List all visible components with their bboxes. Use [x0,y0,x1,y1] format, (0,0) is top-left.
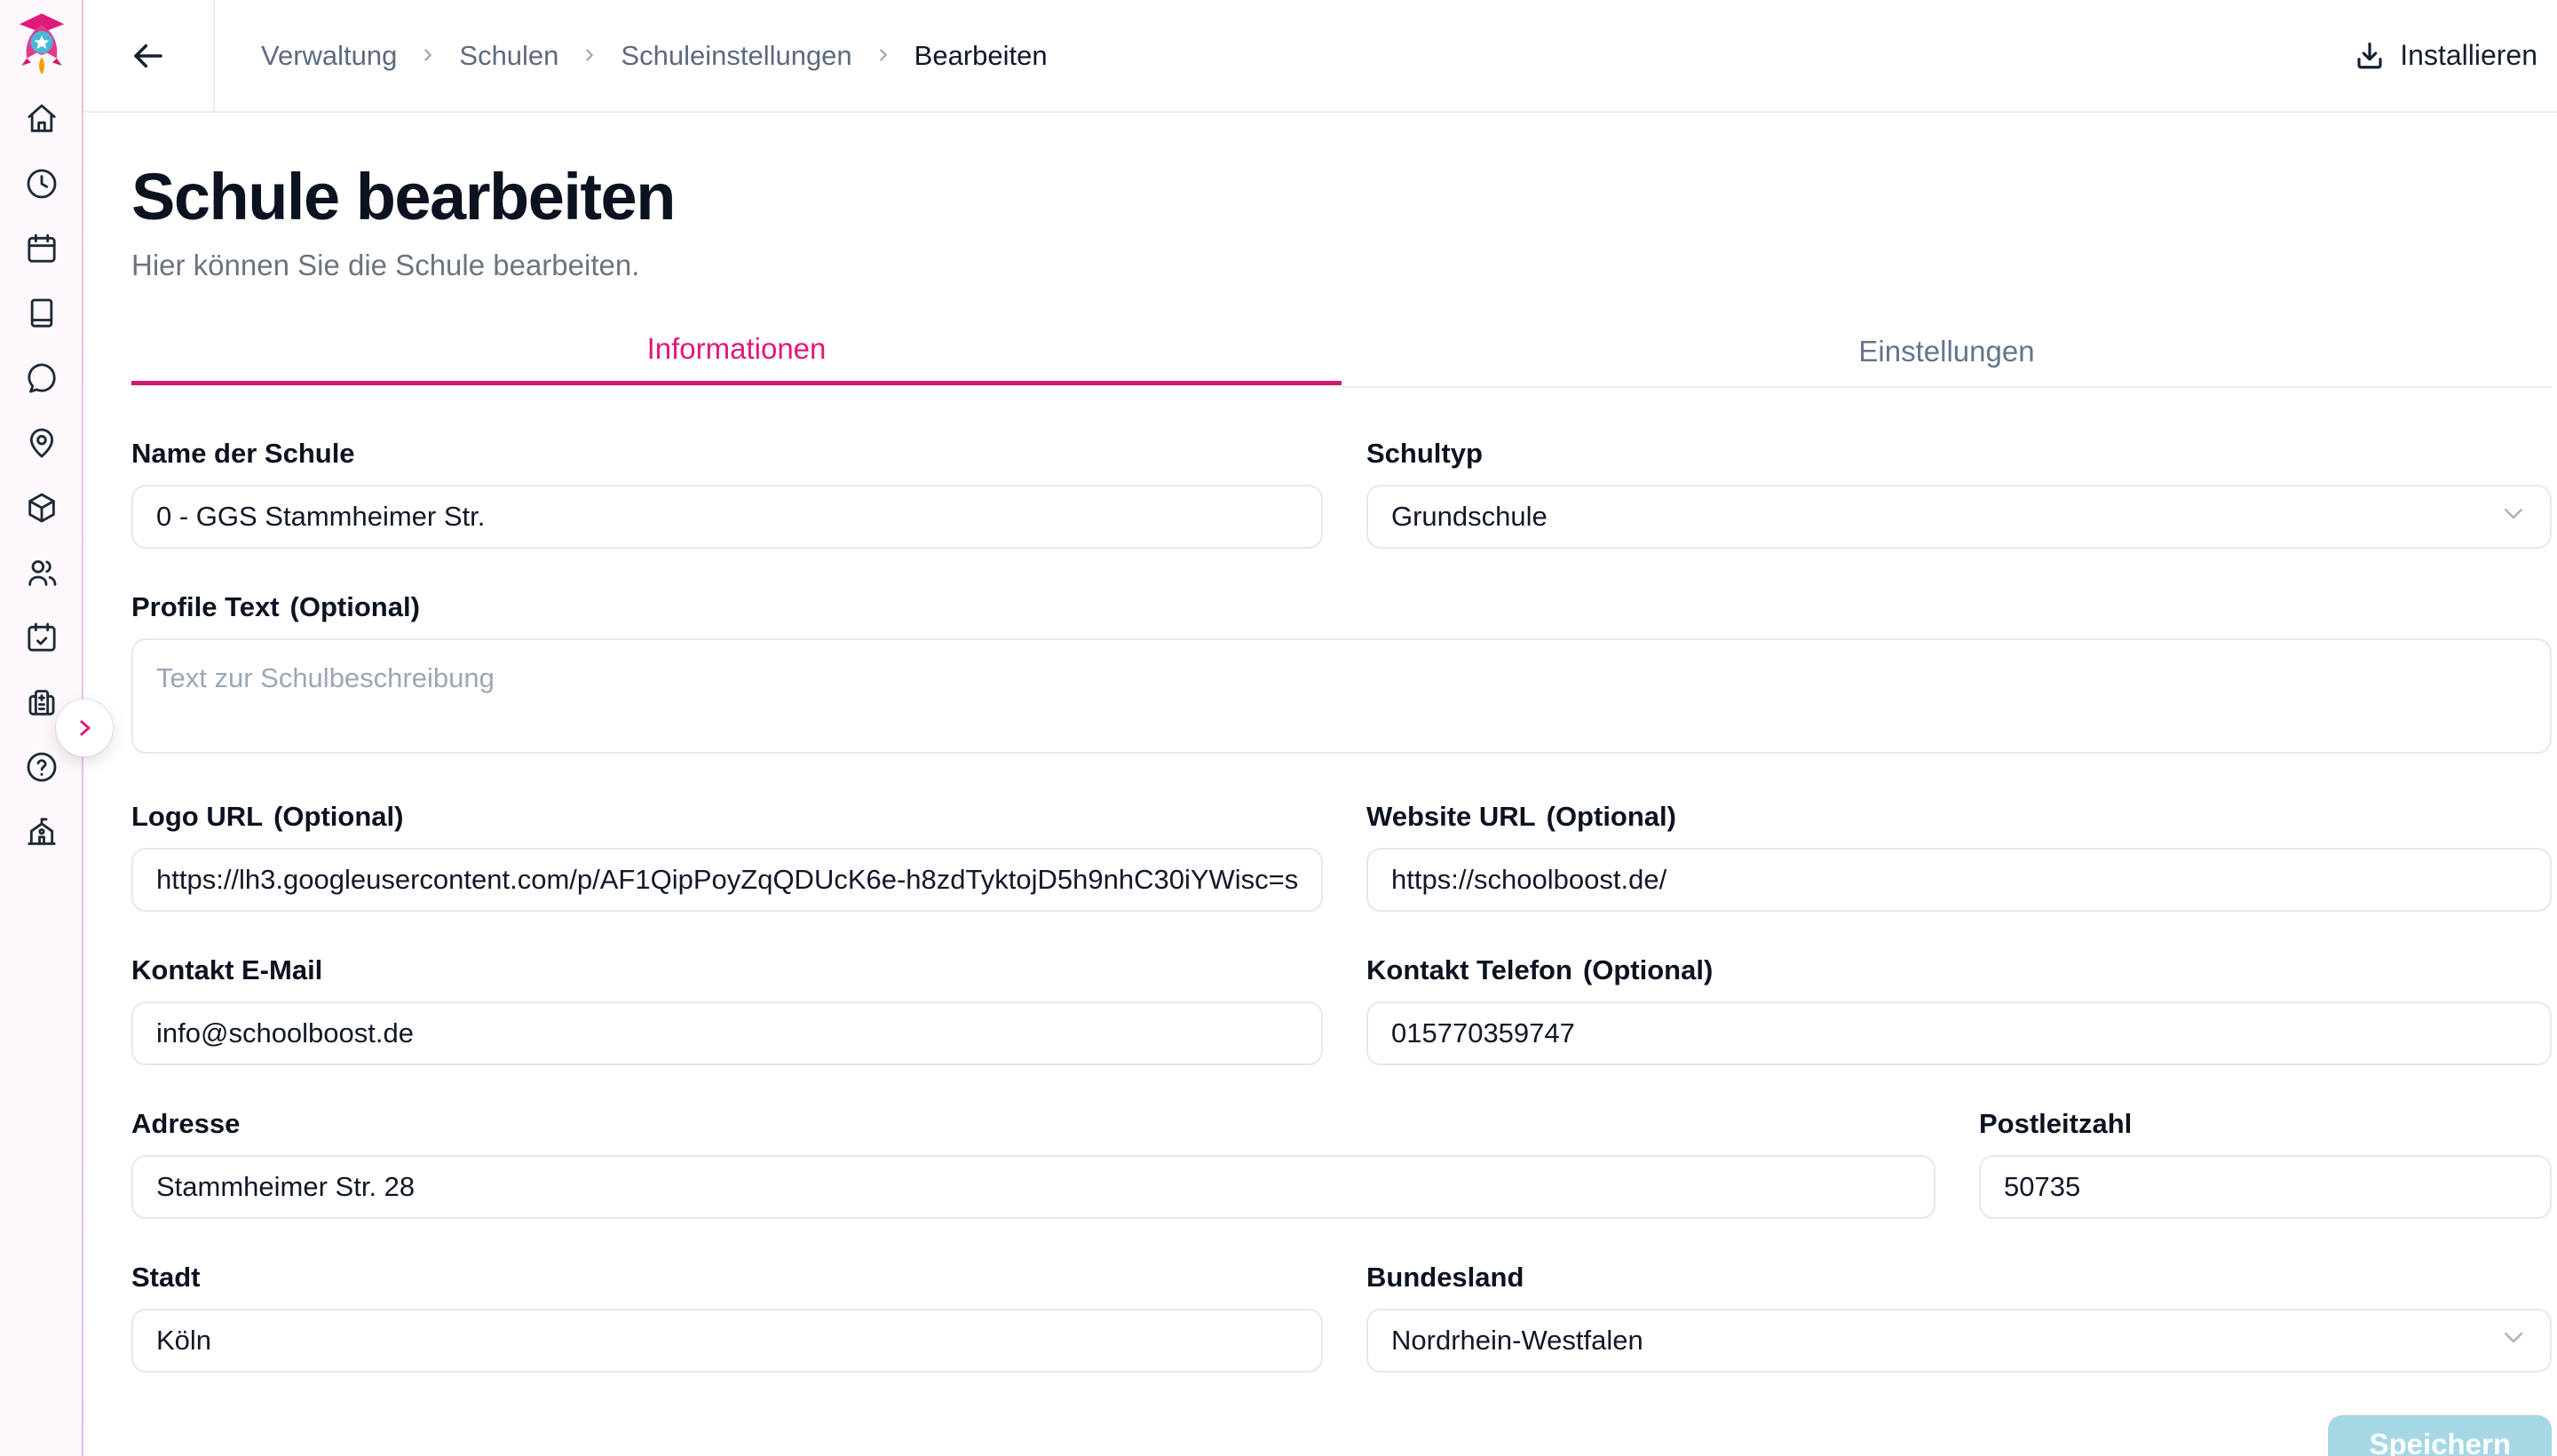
breadcrumb-verwaltung[interactable]: Verwaltung [261,39,398,71]
topbar: Verwaltung Schulen Schuleinstellungen Be… [83,0,2557,113]
bundesland-selected-value: Nordrhein-Westfalen [1391,1325,1643,1356]
tab-bar: Informationen Einstellungen [131,327,2552,388]
field-bundesland: Bundesland Nordrhein-Westfalen [1366,1262,2552,1373]
breadcrumb-bearbeiten: Bearbeiten [914,39,1048,71]
back-button[interactable] [83,0,215,111]
calculator-icon[interactable] [24,684,59,720]
chat-icon[interactable] [24,360,59,396]
stadt-label: Stadt [131,1262,201,1293]
rocket-graduation-logo-icon [19,13,65,75]
breadcrumb-schuleinstellungen[interactable]: Schuleinstellungen [621,39,852,71]
profile-text-label-main: Profile Text [131,591,280,622]
kontakt-telefon-label-main: Kontakt Telefon [1366,954,1572,985]
main-content: Schule bearbeiten Hier können Sie die Sc… [131,113,2552,1456]
help-icon[interactable] [24,749,59,785]
adresse-label: Adresse [131,1108,241,1139]
field-kontakt-telefon: Kontakt Telefon (Optional) [1366,954,2552,1065]
website-url-input[interactable] [1366,848,2552,912]
bundesland-select[interactable]: Nordrhein-Westfalen [1366,1309,2552,1373]
stadt-input[interactable] [131,1309,1323,1373]
page-subtitle: Hier können Sie die Schule bearbeiten. [131,249,640,281]
kontakt-email-input[interactable] [131,1001,1323,1065]
home-icon[interactable] [24,101,59,137]
download-icon [2357,42,2382,68]
logo-url-label-main: Logo URL [131,801,264,832]
chevron-right-icon [80,720,91,736]
users-icon[interactable] [24,555,59,590]
chevron-right-icon [580,40,599,72]
breadcrumb: Verwaltung Schulen Schuleinstellungen Be… [215,0,1048,111]
chevron-right-icon [874,40,893,72]
kontakt-telefon-label-optional: (Optional) [1582,954,1714,985]
field-logo-url: Logo URL (Optional) [131,801,1323,912]
chevron-down-icon [2500,1324,2527,1357]
save-button[interactable]: Speichern [2328,1415,2552,1456]
profile-text-label-optional: (Optional) [289,591,420,622]
install-button[interactable]: Installieren [2354,0,2537,111]
bundesland-label: Bundesland [1366,1262,1524,1293]
field-adresse: Adresse [131,1108,1936,1219]
tab-einstellungen[interactable]: Einstellungen [1342,329,2552,388]
field-postleitzahl: Postleitzahl [1979,1108,2552,1219]
postleitzahl-label: Postleitzahl [1979,1108,2133,1139]
logo-url-input[interactable] [131,848,1323,912]
page-title: Schule bearbeiten [131,160,676,233]
website-url-label-main: Website URL [1366,801,1536,832]
school-edit-form: Name der Schule Schultyp Grundschule Pro… [131,438,2552,1456]
location-pin-icon[interactable] [24,425,59,461]
kontakt-email-label: Kontakt E-Mail [131,954,323,985]
profile-text-label: Profile Text (Optional) [131,591,2552,623]
kontakt-telefon-input[interactable] [1366,1001,2552,1065]
profile-text-textarea[interactable] [131,638,2552,754]
name-der-schule-label: Name der Schule [131,438,355,469]
field-kontakt-email: Kontakt E-Mail [131,954,1323,1065]
calendar-check-icon[interactable] [24,620,59,655]
website-url-label: Website URL (Optional) [1366,801,2552,833]
form-actions: Speichern [131,1415,2552,1456]
breadcrumb-schulen[interactable]: Schulen [459,39,559,71]
kontakt-telefon-label: Kontakt Telefon (Optional) [1366,954,2552,986]
schultyp-selected-value: Grundschule [1391,501,1548,532]
field-profile-text: Profile Text (Optional) [131,591,2552,758]
field-name-der-schule: Name der Schule [131,438,1323,549]
name-der-schule-input[interactable] [131,485,1323,549]
schultyp-select[interactable]: Grundschule [1366,485,2552,549]
package-icon[interactable] [24,490,59,526]
field-stadt: Stadt [131,1262,1323,1373]
arrow-left-icon [134,44,162,67]
chevron-right-icon [418,40,438,72]
website-url-label-optional: (Optional) [1546,801,1676,832]
schultyp-label: Schultyp [1366,438,1483,469]
book-icon[interactable] [24,296,59,331]
sidebar-expand-button[interactable] [56,700,113,756]
install-label: Installieren [2400,39,2537,71]
postleitzahl-input[interactable] [1979,1155,2552,1219]
chevron-down-icon [2500,500,2527,534]
app-logo[interactable] [0,0,83,76]
sidebar-nav [0,101,83,850]
logo-url-label-optional: (Optional) [273,801,404,832]
clock-icon[interactable] [24,166,59,202]
field-schultyp: Schultyp Grundschule [1366,438,2552,549]
calendar-icon[interactable] [24,231,59,266]
school-building-icon[interactable] [24,814,59,850]
logo-url-label: Logo URL (Optional) [131,801,1323,833]
field-website-url: Website URL (Optional) [1366,801,2552,912]
adresse-input[interactable] [131,1155,1936,1219]
tab-informationen[interactable]: Informationen [131,327,1342,385]
